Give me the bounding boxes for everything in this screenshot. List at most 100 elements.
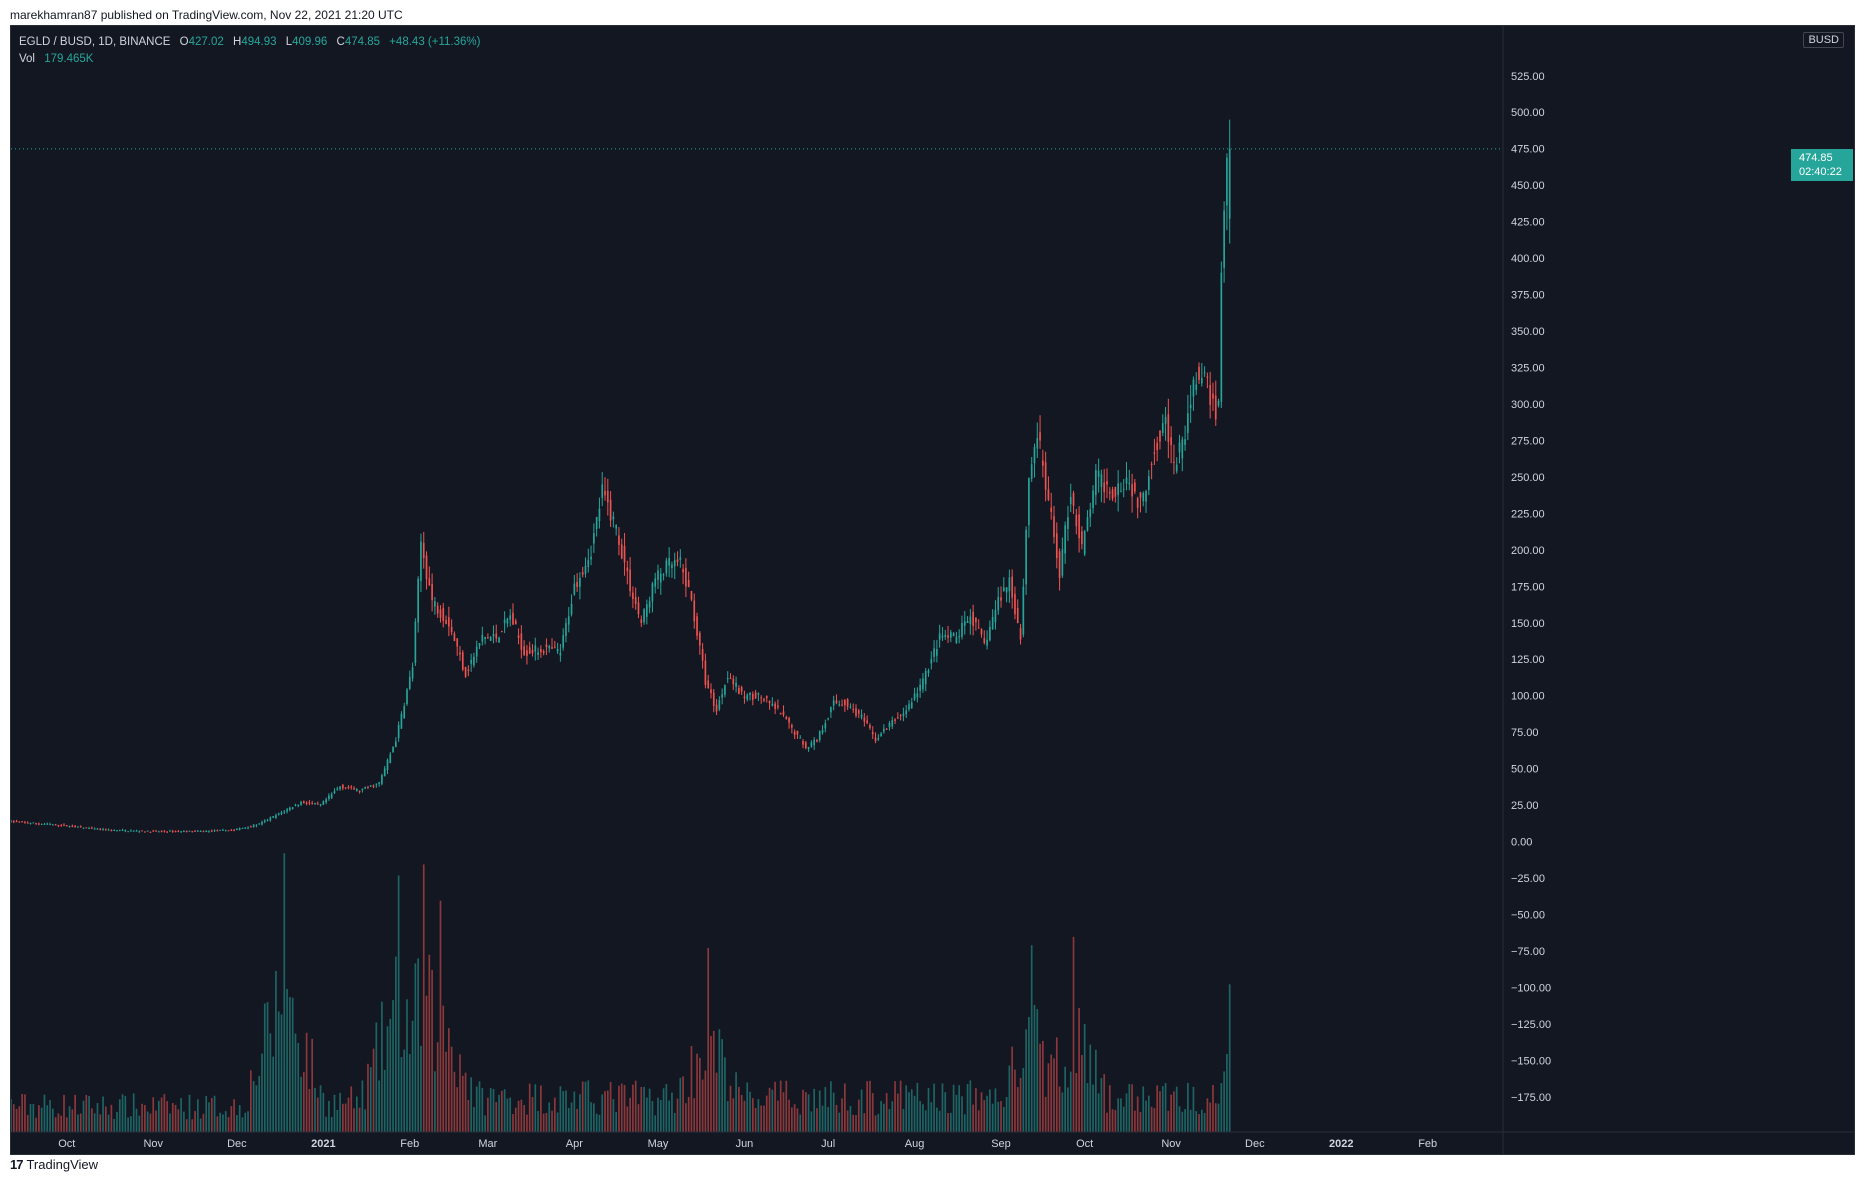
candle-body [369, 785, 372, 787]
candle-body [1128, 483, 1131, 485]
candle-body [283, 811, 286, 813]
candle-body [537, 652, 539, 655]
candle-body [791, 725, 793, 728]
legend-open-value: 427.02 [188, 36, 224, 48]
candle-body [936, 649, 938, 656]
volume-bar [1139, 1111, 1142, 1132]
volume-bar [12, 1104, 15, 1132]
candle-body [754, 692, 757, 699]
candle-body [534, 645, 537, 652]
last-price-value: 474.85 [1799, 152, 1833, 164]
candle-body [339, 786, 341, 790]
volume-bar [464, 1072, 467, 1132]
candle-body [1192, 379, 1195, 397]
candle-body [1131, 484, 1133, 497]
candle-body [342, 784, 344, 789]
candle-body [35, 823, 37, 825]
x-tick-label: Oct [1076, 1138, 1093, 1150]
volume-bar [526, 1114, 528, 1132]
volume-bar [297, 1042, 300, 1132]
volume-bar [453, 1071, 456, 1132]
candle-body [1195, 384, 1198, 390]
candle-body [367, 786, 369, 788]
candle-body [1200, 378, 1203, 384]
candle-body [1147, 476, 1150, 490]
volume-bar [1036, 1009, 1039, 1132]
legend-symbol[interactable]: EGLD / BUSD, 1D, BINANCE [19, 36, 171, 48]
volume-bar [255, 1085, 258, 1132]
candle-body [880, 733, 882, 737]
volume-bar [693, 1098, 696, 1132]
chart-canvas[interactable]: 525.00 500.00 475.00 450.00 425.00 400.00 375.… [11, 26, 1854, 1154]
volume-bar [640, 1087, 643, 1132]
candle-body [838, 704, 841, 706]
volume-bar [598, 1114, 601, 1132]
candle-body [205, 831, 208, 833]
volume-bar [986, 1095, 988, 1132]
candle-body [1033, 447, 1036, 464]
candle-body [188, 830, 191, 832]
candle-body [947, 635, 949, 638]
candle-body [905, 710, 908, 715]
candle-body [818, 731, 821, 741]
volume-bar [924, 1110, 927, 1132]
legend-volume-label[interactable]: Vol [19, 53, 35, 65]
candle-body [163, 830, 166, 832]
volume-bar [68, 1106, 71, 1132]
volume-bar [202, 1113, 205, 1132]
candle-body [732, 678, 735, 685]
candle-body [1212, 393, 1214, 399]
x-tick-label: Feb [400, 1138, 419, 1150]
volume-bar [308, 1089, 311, 1132]
candle-body [127, 831, 129, 833]
volume-bar [411, 1020, 414, 1132]
candle-body [336, 788, 339, 791]
volume-bar [60, 1115, 63, 1132]
volume-bar [1145, 1100, 1147, 1132]
candle-body [646, 604, 648, 617]
candle-body [93, 828, 96, 830]
volume-bar [838, 1112, 841, 1132]
volume-bar [152, 1097, 155, 1132]
candle-body [587, 559, 590, 568]
volume-bar [545, 1112, 548, 1132]
axis-currency-label[interactable]: BUSD [1803, 32, 1844, 48]
candle-body [1122, 488, 1125, 490]
candle-body [807, 747, 810, 750]
candle-body [484, 636, 486, 639]
candle-body [740, 687, 743, 692]
candle-body [453, 633, 456, 642]
candle-body [827, 718, 829, 720]
volume-bar [813, 1088, 816, 1132]
volume-bar [902, 1109, 905, 1132]
candle-body [526, 650, 528, 656]
volume-bar [696, 1053, 698, 1132]
candle-body [749, 692, 751, 695]
volume-bar [364, 1109, 367, 1132]
y-tick-label: 75.00 [1511, 727, 1539, 739]
candle-body [71, 825, 74, 827]
volume-bar [662, 1088, 665, 1132]
candle-body [1014, 593, 1016, 615]
candle-body [389, 754, 392, 764]
volume-bar [977, 1110, 980, 1132]
candle-body [400, 713, 403, 729]
candle-body [849, 706, 852, 708]
volume-bar [1106, 1112, 1108, 1132]
candle-body [247, 827, 249, 829]
candle-body [567, 616, 570, 625]
candle-body [844, 700, 846, 706]
volume-bar [224, 1111, 227, 1132]
volume-bar [93, 1113, 96, 1132]
candle-body [498, 637, 500, 643]
candle-body [1223, 210, 1225, 268]
chart-frame[interactable]: 525.00 500.00 475.00 450.00 425.00 400.00 375.… [10, 25, 1855, 1155]
volume-bar [18, 1106, 21, 1132]
candle-body [927, 670, 930, 674]
volume-bar [238, 1105, 241, 1132]
volume-bar [275, 970, 277, 1132]
candle-body [718, 700, 721, 710]
candle-body [1069, 496, 1072, 505]
candle-body [963, 621, 966, 626]
candle-body [1187, 413, 1189, 434]
